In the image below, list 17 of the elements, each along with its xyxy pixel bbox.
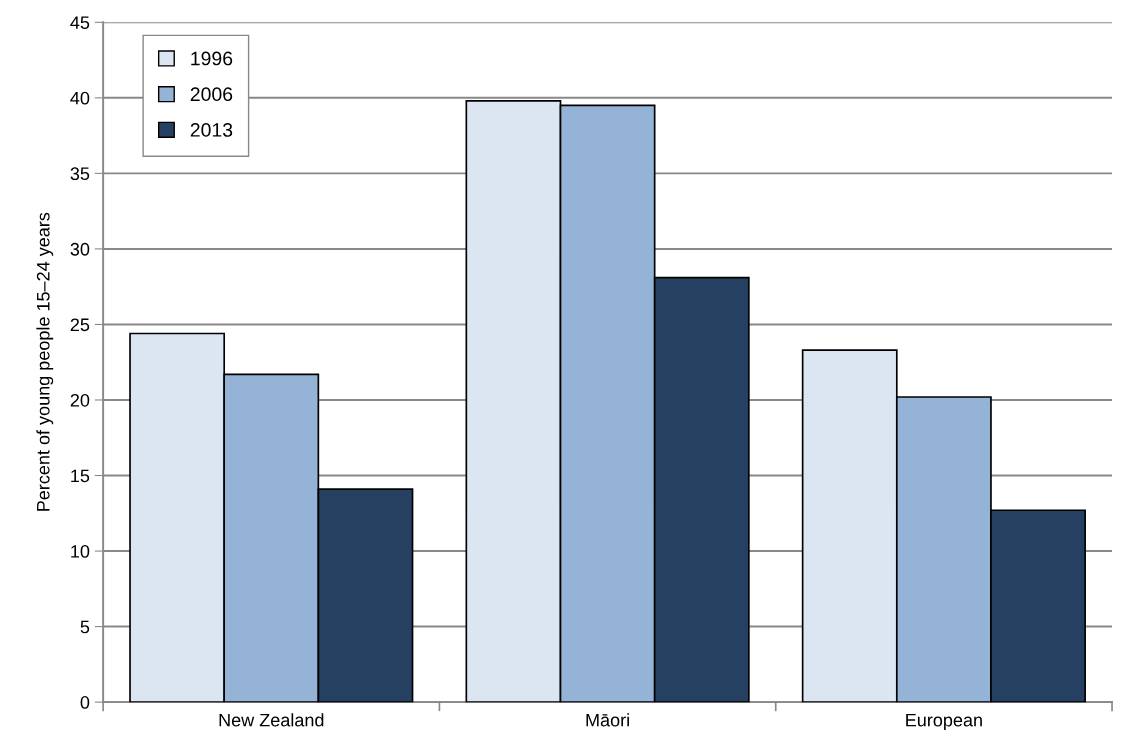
y-tick-label: 35 bbox=[70, 167, 90, 181]
x-tick-label: European bbox=[906, 713, 982, 731]
y-tick-label: 30 bbox=[70, 242, 90, 256]
y-tick-label: 40 bbox=[70, 91, 90, 105]
x-tick-label: New Zealand bbox=[219, 713, 324, 727]
legend-label: 2013 bbox=[190, 123, 233, 137]
y-tick-label: 20 bbox=[70, 393, 90, 407]
y-tick-label: 15 bbox=[71, 469, 90, 483]
legend-label: 1996 bbox=[191, 51, 233, 66]
y-tick-label: 0 bbox=[80, 696, 90, 709]
y-tick-label: 10 bbox=[71, 544, 90, 558]
x-tick-label: Māori bbox=[586, 713, 629, 727]
y-axis-title: Percent of young people 15–24 years bbox=[36, 212, 54, 511]
legend-label: 2006 bbox=[190, 87, 233, 102]
y-tick-label: 25 bbox=[70, 318, 90, 332]
y-tick-label: 5 bbox=[80, 620, 90, 634]
y-tick-label: 45 bbox=[70, 16, 90, 30]
